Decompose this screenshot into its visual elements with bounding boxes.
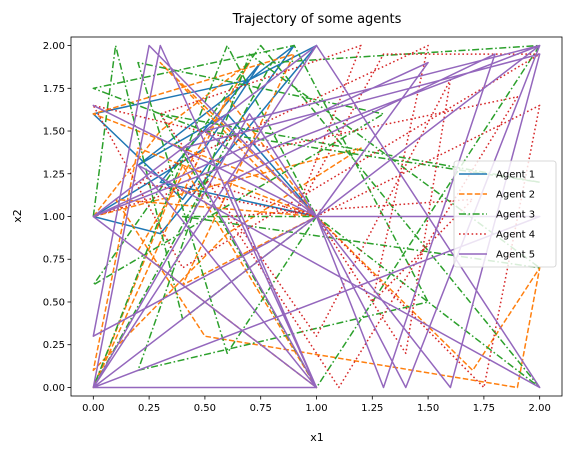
legend-label-agent-3: Agent 3	[496, 210, 535, 221]
legend-label-agent-4: Agent 4	[496, 230, 535, 241]
y-tick-label: 0.00	[43, 383, 65, 394]
x-tick-label: 1.25	[361, 403, 383, 414]
y-tick-label: 1.25	[43, 169, 65, 180]
legend-label-agent-1: Agent 1	[496, 170, 535, 181]
x-tick-label: 0.25	[138, 403, 160, 414]
legend-label-agent-2: Agent 2	[496, 190, 535, 201]
y-tick-label: 0.75	[43, 255, 65, 266]
series-line-agent-1	[92, 44, 318, 235]
series-line-agent-3	[92, 44, 541, 389]
x-tick-label: 1.75	[473, 403, 495, 414]
x-axis: 0.00 0.25 0.50 0.75 1.00 1.25 1.50 1.75 2.00	[82, 396, 551, 414]
y-tick-label: 0.25	[43, 340, 65, 351]
x-axis-label: x1	[310, 431, 324, 444]
chart-title: Trajectory of some agents	[232, 12, 402, 27]
y-axis: 0.00 0.25 0.50 0.75 1.00 1.25 1.50 1.75 2.00	[43, 41, 71, 394]
y-tick-label: 1.00	[43, 212, 65, 223]
x-tick-label: 1.50	[417, 403, 439, 414]
y-tick-label: 0.50	[43, 297, 65, 308]
legend-box	[453, 160, 557, 268]
y-tick-label: 2.00	[43, 41, 65, 52]
series-line-agent-5	[92, 44, 541, 389]
y-tick-label: 1.50	[43, 127, 65, 138]
y-tick-label: 1.75	[43, 84, 65, 95]
legend-label-agent-5: Agent 5	[496, 250, 535, 261]
x-tick-label: 2.00	[529, 403, 551, 414]
x-tick-label: 0.50	[194, 403, 216, 414]
series-layer	[92, 44, 541, 389]
y-axis-label: x2	[11, 209, 24, 223]
x-tick-label: 1.00	[305, 403, 327, 414]
x-tick-label: 0.75	[250, 403, 272, 414]
series-line-agent-4	[92, 44, 541, 389]
x-tick-label: 0.00	[82, 403, 104, 414]
legend: Agent 1 Agent 2 Agent 3 Agent 4 Agent 5	[453, 160, 557, 268]
